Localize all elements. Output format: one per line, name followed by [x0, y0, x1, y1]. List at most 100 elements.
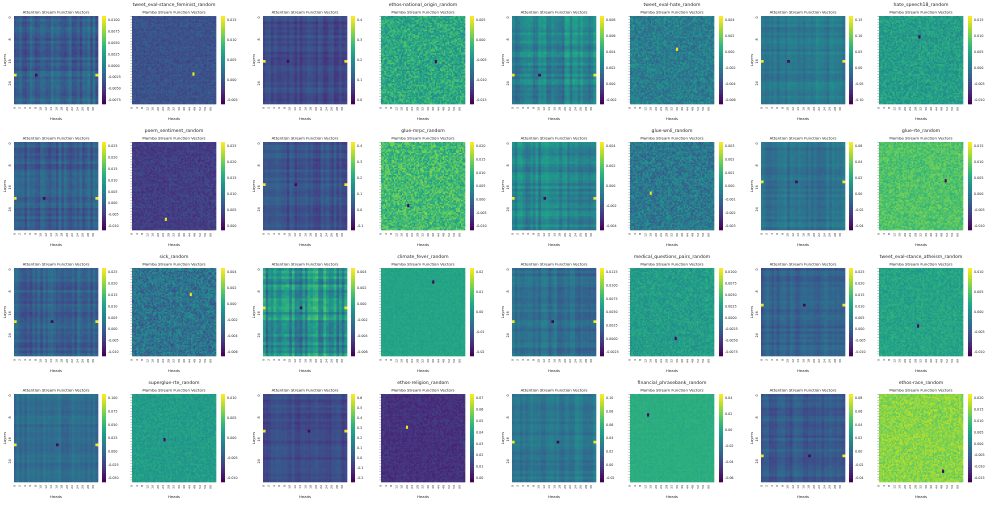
heatmap-cell [67, 41, 70, 44]
heatmap-cell [38, 99, 41, 102]
heatmap-cell [69, 79, 72, 82]
heatmap-cell [43, 22, 46, 25]
heatmap-cell [17, 79, 20, 82]
heatmap-cell [77, 46, 80, 49]
heatmap-cell [80, 27, 83, 30]
heatmap-cell [67, 33, 70, 36]
heatmap-cell [14, 19, 17, 22]
heatmap-cell [25, 93, 28, 96]
colorbar-tick-label: -0.0025 [108, 75, 121, 79]
heatmap-cell [72, 44, 75, 47]
heatmap-cell [40, 44, 43, 47]
colorbar-segment [102, 82, 106, 85]
heatmap-cell [51, 71, 54, 74]
heatmap-cell [61, 52, 64, 55]
heatmap-cell [19, 55, 22, 58]
heatmap-cell [80, 71, 83, 74]
heatmap-cell [38, 52, 41, 55]
heatmap-cell [22, 68, 25, 71]
heatmap-cell [90, 77, 93, 80]
heatmap-cell [19, 101, 22, 104]
heatmap-cell [69, 16, 72, 19]
heatmap-cell [32, 68, 35, 71]
heatmap-cell [85, 79, 88, 82]
heatmap-cell [25, 35, 28, 38]
heatmap-cell [17, 88, 20, 91]
heatmap-cell [93, 41, 96, 44]
heatmap-cell [95, 52, 98, 55]
heatmap-cell [64, 68, 67, 71]
heatmap-cell [85, 88, 88, 91]
heatmap-cell [95, 16, 98, 19]
heatmap-cell [93, 96, 96, 99]
heatmap-cell [88, 66, 91, 69]
heatmap-cell [77, 74, 80, 77]
heatmap-cell [74, 74, 77, 77]
heatmap-cell [77, 16, 80, 19]
heatmap-cell [43, 30, 46, 33]
heatmap-cell [85, 85, 88, 88]
heatmap-cell [90, 99, 93, 102]
heatmap-cell [25, 19, 28, 22]
heatmap-cell [95, 99, 98, 102]
heatmap-cell [38, 60, 41, 63]
heatmap-cell [35, 79, 38, 82]
heatmap-cell [95, 74, 98, 77]
heatmap-cell [61, 38, 64, 41]
heatmap-cell [17, 46, 20, 49]
heatmap-cell [51, 101, 54, 104]
heatmap-cell [48, 22, 51, 25]
heatmap-cell [27, 30, 30, 33]
heatmap-cell [56, 96, 59, 99]
heatmap-cell [80, 63, 83, 66]
heatmap-cell [90, 24, 93, 27]
heatmap-cell [69, 27, 72, 30]
heatmap-cell [19, 90, 22, 93]
heatmap-cell [85, 82, 88, 85]
heatmap-cell [32, 63, 35, 66]
heatmap-cell [93, 77, 96, 80]
heatmap-cell [27, 52, 30, 55]
heatmap-cell [14, 38, 17, 41]
colorbar-segment [102, 69, 106, 72]
heatmap-cell [38, 49, 41, 52]
heatmap-cell [93, 85, 96, 88]
heatmap-cell [93, 19, 96, 22]
heatmap-cell [88, 101, 91, 104]
heatmap-cell [48, 49, 51, 52]
heatmap-cell [30, 63, 33, 66]
heatmap-cell [40, 71, 43, 74]
heatmap-cell [48, 46, 51, 49]
heatmap-cell [19, 35, 22, 38]
heatmap-cell [59, 49, 62, 52]
heatmap-cell [51, 85, 54, 88]
heatmap-cell [46, 49, 49, 52]
heatmap-cell [32, 85, 35, 88]
heatmap-cell [85, 60, 88, 63]
heatmap-cell [19, 60, 22, 63]
heatmap-cell [22, 63, 25, 66]
heatmap-cell [27, 101, 30, 104]
heatmap-cell [53, 99, 56, 102]
heatmap-cell [17, 16, 20, 19]
heatmap-cell [69, 60, 72, 63]
heatmap-cell [25, 79, 28, 82]
heatmap-cell [82, 77, 85, 80]
heatmap-cell [25, 49, 28, 52]
heatmap-cell [88, 60, 91, 63]
heatmap-cell [95, 55, 98, 58]
heatmap-cell [30, 46, 33, 49]
heatmap-cell [46, 44, 49, 47]
heatmap-cell [64, 77, 67, 80]
heatmap-cell [32, 60, 35, 63]
heatmap-cell [32, 57, 35, 60]
heatmap-cell [56, 85, 59, 88]
heatmap-cell [59, 35, 62, 38]
heatmap-cell [77, 93, 80, 96]
heatmap-cell [82, 99, 85, 102]
heatmap-cell [25, 90, 28, 93]
heatmap-cell [46, 88, 49, 91]
heatmap-cell [46, 33, 49, 36]
heatmap-cell [88, 99, 91, 102]
heatmap-cell [30, 27, 33, 30]
